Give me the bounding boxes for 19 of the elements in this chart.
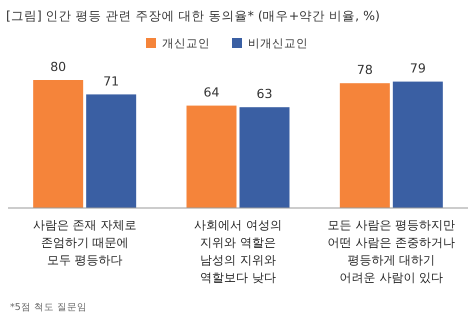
bar: [186, 106, 236, 208]
text: *5점 척도 질문임: [10, 302, 87, 313]
x-tick-label: 사람은 존재 자체로 존엄하기 때문에 모두 평등하다: [32, 218, 136, 267]
data-label: 64: [204, 84, 220, 100]
x-tick-label: 사회에서 여성의 지위와 역할은 남성의 지위와 역할보다 낮다: [194, 218, 282, 284]
x-tick-label: 모든 사람은 평등하지만 어떤 사람은 존중하거나 평등하게 대하기 어려운 사람이 있다: [328, 218, 456, 284]
bar: [240, 107, 290, 208]
legend-label: 개신교인: [162, 36, 210, 50]
chart-title: [그림] 인간 평등 관련 주장에 대한 동의율* (매우+약간 비율, %): [6, 8, 380, 23]
bar: [86, 94, 136, 208]
bar: [392, 82, 443, 208]
bar: [33, 80, 84, 208]
data-label: 63: [256, 86, 272, 102]
data-label: 78: [356, 62, 373, 78]
legend-label: 비개신교인: [248, 36, 308, 50]
data-label: 79: [410, 60, 426, 76]
data-label: 80: [50, 59, 66, 74]
bar: [340, 83, 390, 208]
data-label: 71: [103, 73, 120, 88]
